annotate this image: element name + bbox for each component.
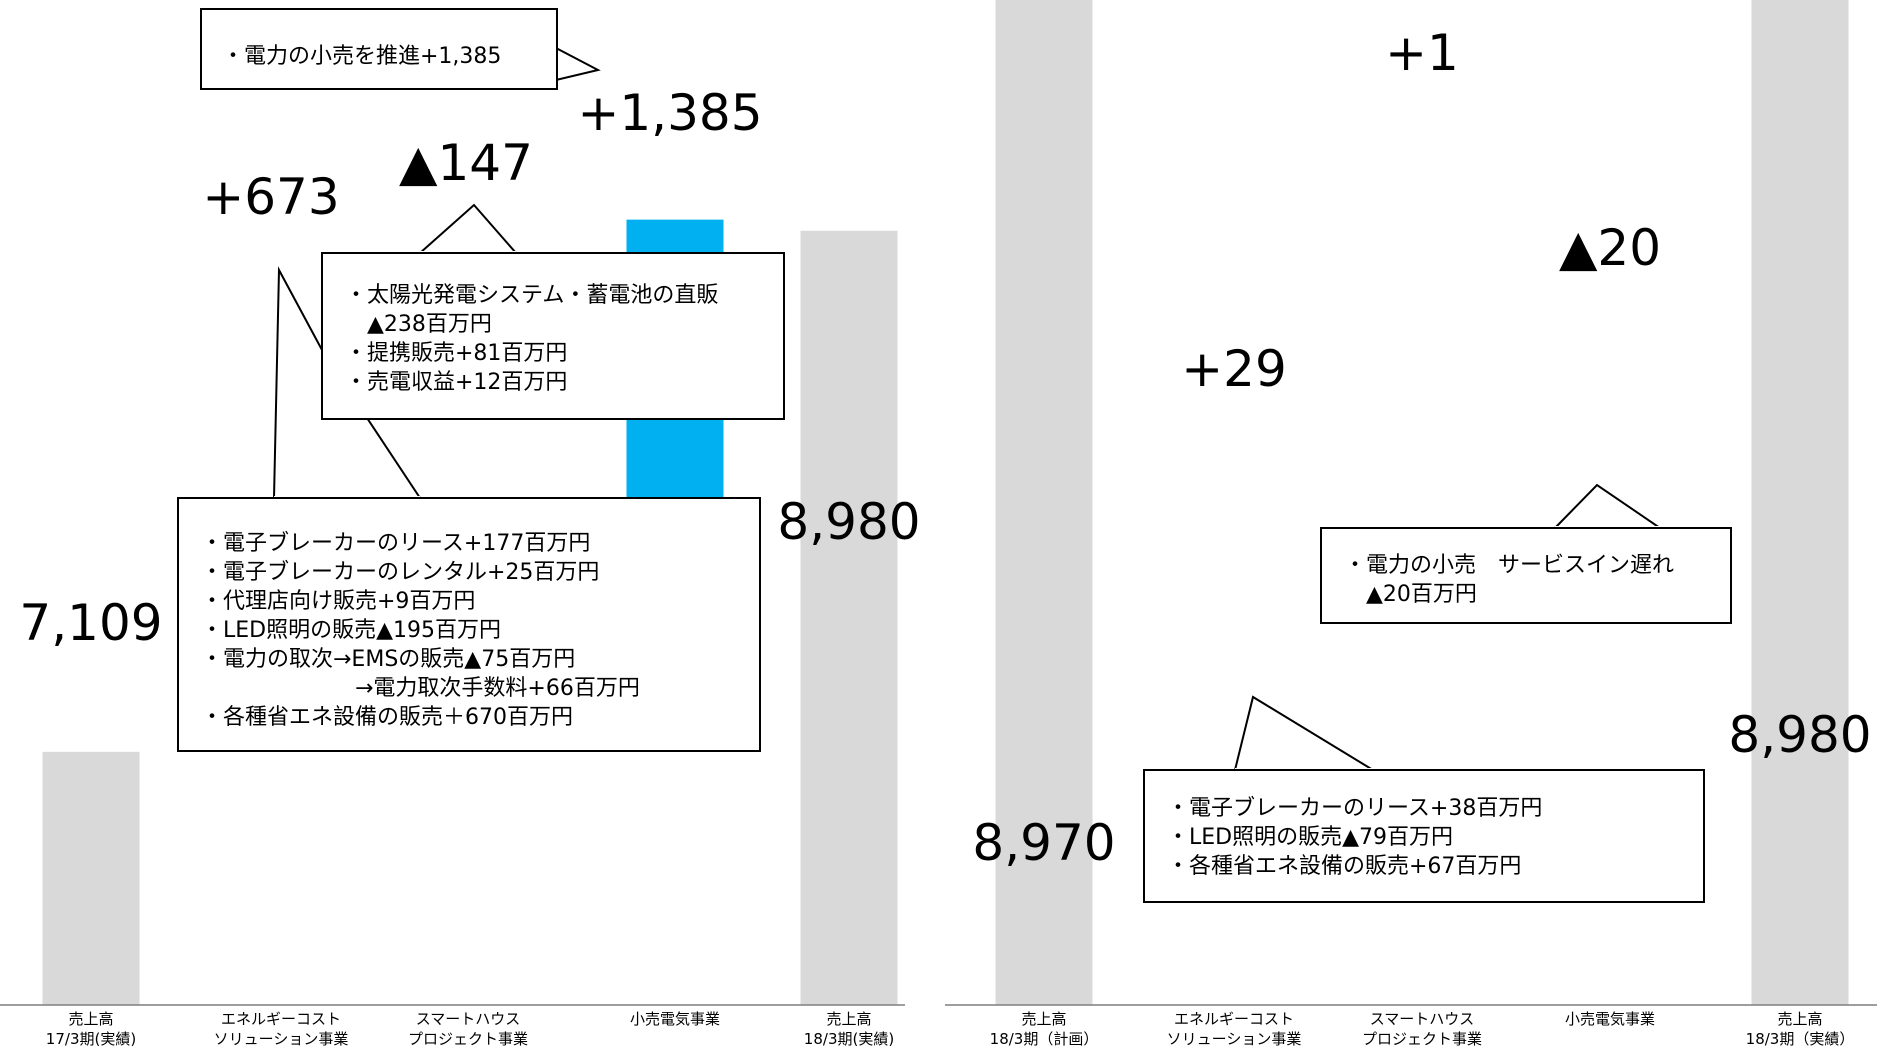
category-label: エネルギーコスト (221, 1010, 341, 1028)
category-label: ソリューション事業 (214, 1030, 349, 1048)
callout-line: ・電力の小売を推進+1,385 (222, 44, 502, 69)
value-label: 8,980 (1728, 706, 1871, 764)
callout-line: ・各種省エネ設備の販売＋670百万円 (201, 705, 573, 730)
callout-pointer (1233, 695, 1377, 771)
callout-line: ▲20百万円 (1344, 582, 1477, 607)
right-callout-energy: ・電子ブレーカーのリース+38百万円 ・LED照明の販売▲79百万円 ・各種省エ… (1143, 769, 1705, 903)
callout-line: →電力取次手数料+66百万円 (201, 676, 640, 701)
category-label: 小売電気事業 (630, 1010, 720, 1028)
callout-pointer (1552, 483, 1664, 529)
callout-line: ・電子ブレーカーのリース+177百万円 (201, 531, 591, 556)
category-label: 売上高 (1777, 1010, 1822, 1028)
bar-right-0 (995, 0, 1093, 1005)
category-label: 売上高 (68, 1010, 113, 1028)
category-label: スマートハウス (1370, 1010, 1475, 1028)
left-callout-retail: ・電力の小売を推進+1,385 (200, 8, 558, 90)
category-label: 17/3期(実績) (46, 1030, 136, 1048)
bar-left-0 (42, 751, 140, 1005)
right-callout-retail: ・電力の小売 サービスイン遅れ ▲20百万円 (1320, 527, 1732, 624)
left-callout-energy: ・電子ブレーカーのリース+177百万円 ・電子ブレーカーのレンタル+25百万円 … (177, 497, 761, 752)
callout-line: ・代理店向け販売+9百万円 (201, 589, 476, 614)
value-label: +1,385 (577, 84, 762, 142)
callout-line: ・提携販売+81百万円 (345, 341, 568, 366)
callout-pointer (417, 203, 519, 254)
value-label: +29 (1181, 340, 1287, 398)
category-label: ソリューション事業 (1167, 1030, 1302, 1048)
value-label: 7,109 (19, 594, 162, 652)
bar-left-4 (800, 230, 898, 1005)
callout-line: ・電力の取次→EMSの販売▲75百万円 (201, 647, 576, 672)
category-label: 売上高 (1021, 1010, 1066, 1028)
category-label: プロジェクト事業 (1362, 1030, 1482, 1048)
callout-line: ・LED照明の販売▲79百万円 (1167, 825, 1454, 850)
category-label: スマートハウス (416, 1010, 521, 1028)
value-label: 8,980 (777, 493, 920, 551)
callout-line: ▲238百万円 (345, 312, 492, 337)
value-label: +673 (202, 168, 339, 226)
category-label: エネルギーコスト (1174, 1010, 1294, 1028)
value-label: 8,970 (972, 814, 1115, 872)
callout-line: ・LED照明の販売▲195百万円 (201, 618, 502, 643)
callout-line: ・太陽光発電システム・蓄電池の直販 (345, 283, 719, 308)
category-label: 18/3期（実績） (1746, 1030, 1855, 1048)
callout-line: ・電力の小売 サービスイン遅れ (1344, 553, 1675, 578)
category-label: プロジェクト事業 (408, 1030, 528, 1048)
callout-line: ・各種省エネ設備の販売+67百万円 (1167, 854, 1522, 879)
category-label: 18/3期(実績) (804, 1030, 894, 1048)
left-callout-smarthouse: ・太陽光発電システム・蓄電池の直販 ▲238百万円 ・提携販売+81百万円 ・売… (321, 252, 785, 420)
bar-right-4 (1751, 0, 1849, 1005)
value-label: ▲20 (1559, 219, 1661, 277)
callout-line: ・電子ブレーカーのレンタル+25百万円 (201, 560, 600, 585)
category-label: 小売電気事業 (1565, 1010, 1655, 1028)
category-label: 18/3期（計画） (990, 1030, 1099, 1048)
value-label: ▲147 (399, 134, 533, 192)
callout-pointer (555, 46, 601, 82)
callout-line: ・売電収益+12百万円 (345, 370, 568, 395)
value-label: +1 (1385, 24, 1459, 82)
callout-line: ・電子ブレーカーのリース+38百万円 (1167, 796, 1543, 821)
category-label: 売上高 (826, 1010, 871, 1028)
